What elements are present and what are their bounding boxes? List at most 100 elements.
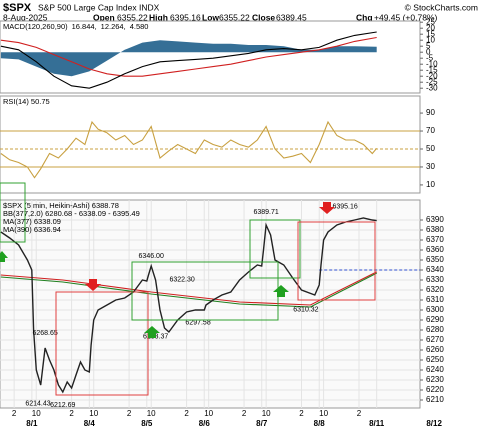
close-label: Close [252, 12, 275, 22]
y-tick-label: 70 [426, 126, 435, 135]
legend-entry: 12.264, [101, 22, 126, 31]
y-tick-label: -10 [426, 59, 438, 68]
y-tick-label: 5 [426, 41, 431, 50]
x-tick-label: 8/5 [141, 419, 153, 428]
x-tick-label: 2 [69, 409, 74, 418]
y-tick-label: 6330 [426, 275, 444, 284]
y-tick-label: 6270 [426, 335, 444, 344]
price-annotation: 6268.65 [32, 330, 57, 337]
x-tick-label: 10 [319, 409, 328, 418]
y-tick-label: 6370 [426, 235, 444, 244]
x-tick-label: 8/4 [84, 419, 96, 428]
legend-entry: 4.580 [130, 22, 149, 31]
legend-entry: 16.844, [72, 22, 97, 31]
x-tick-label: 10 [32, 409, 41, 418]
y-tick-label: -30 [426, 83, 438, 92]
x-tick-label: 10 [262, 409, 271, 418]
price-annotation: 6310.32 [293, 307, 318, 314]
y-tick-label: 6240 [426, 365, 444, 374]
price-annotation: 6395.16 [332, 204, 357, 211]
y-tick-label: 90 [426, 108, 435, 117]
legend-entry: $SPX (5 min, Heikin-Ashi) 6388.78 [3, 201, 119, 210]
panel-frame [0, 199, 421, 409]
plot-layer: 2520151050-5-10-15-20-25-30MACD(120,260,… [0, 17, 444, 428]
green-box [249, 219, 301, 279]
y-tick-label: 6250 [426, 355, 444, 364]
low-value: 6355.22 [219, 12, 250, 22]
x-tick-label: 8/12 [426, 419, 442, 428]
y-tick-label: 6380 [426, 225, 444, 234]
price-annotation: 6389.71 [253, 209, 278, 216]
low-label: Low [202, 12, 219, 22]
y-tick-label: 6260 [426, 345, 444, 354]
x-tick-label: 8/1 [26, 419, 38, 428]
arrows [0, 202, 335, 338]
y-tick-label: -25 [426, 77, 438, 86]
y-tick-label: -20 [426, 71, 438, 80]
y-tick-label: 25 [426, 17, 435, 26]
y-tick-label: 6280 [426, 325, 444, 334]
y-tick-label: 6290 [426, 315, 444, 324]
y-tick-label: 10 [426, 35, 435, 44]
y-tick-label: 0 [426, 47, 431, 56]
y-tick-label: 6300 [426, 305, 444, 314]
sell-arrow [85, 279, 101, 291]
y-tick-label: 6310 [426, 295, 444, 304]
open-value: 6355.22 [117, 12, 148, 22]
series-line [0, 120, 378, 179]
y-tick-label: 6230 [426, 375, 444, 384]
series-line [0, 36, 377, 77]
high-value: 6395.16 [170, 12, 201, 22]
legend-entry: MACD(120,260,90) [3, 22, 68, 31]
price-annotation: 6297.58 [185, 319, 210, 326]
x-tick-label: 2 [127, 409, 132, 418]
price-annotation: 6212.69 [50, 402, 75, 409]
x-tick-label: 8/11 [369, 419, 385, 428]
price-annotation: 6346.00 [139, 253, 164, 260]
price-annotation: 6322.30 [169, 277, 194, 284]
red-box [297, 221, 376, 301]
sell-arrow [319, 202, 335, 214]
y-tick-label: 50 [426, 144, 435, 153]
x-tick-label: 8/6 [199, 419, 211, 428]
index-name: S&P 500 Large Cap Index INDX [38, 2, 160, 12]
close-value: 6389.45 [276, 12, 307, 22]
y-tick-label: 20 [426, 23, 435, 32]
legend-entry: MA(377) 6338.09 [3, 217, 61, 226]
price-annotation: 6214.43 [25, 400, 50, 407]
credit: © StockCharts.com [405, 2, 478, 12]
high-label: High [149, 12, 168, 22]
x-tick-label: 10 [204, 409, 213, 418]
y-tick-label: 6350 [426, 255, 444, 264]
legend-entry: RSI(14) 50.75 [3, 97, 50, 106]
panel-frame [0, 95, 421, 194]
x-tick-label: 2 [12, 409, 17, 418]
series-line [0, 271, 377, 306]
series-line [0, 31, 377, 89]
y-tick-label: 6220 [426, 385, 444, 394]
y-tick-label: 10 [426, 180, 435, 189]
x-tick-label: 10 [89, 409, 98, 418]
date: 8-Aug-2025 [3, 12, 48, 22]
open-label: Open [93, 12, 115, 22]
y-tick-label: 6390 [426, 215, 444, 224]
y-tick-label: -15 [426, 65, 438, 74]
red-box [55, 291, 149, 396]
x-tick-label: 2 [299, 409, 304, 418]
series-line [0, 272, 377, 308]
buy-arrow [273, 285, 289, 297]
x-tick-label: 10 [147, 409, 156, 418]
green-box [0, 182, 26, 243]
chg-value: +49.45 (+0.78%) [374, 12, 437, 22]
y-tick-label: 6210 [426, 395, 444, 404]
y-tick-label: 6360 [426, 245, 444, 254]
buy-arrow [0, 251, 8, 262]
y-tick-label: 15 [426, 29, 435, 38]
y-tick-label: 30 [426, 162, 435, 171]
y-tick-label: -5 [426, 53, 434, 62]
y-tick-label: 6340 [426, 265, 444, 274]
x-tick-label: 2 [184, 409, 189, 418]
x-tick-label: 8/8 [314, 419, 326, 428]
y-tick-label: 6320 [426, 285, 444, 294]
